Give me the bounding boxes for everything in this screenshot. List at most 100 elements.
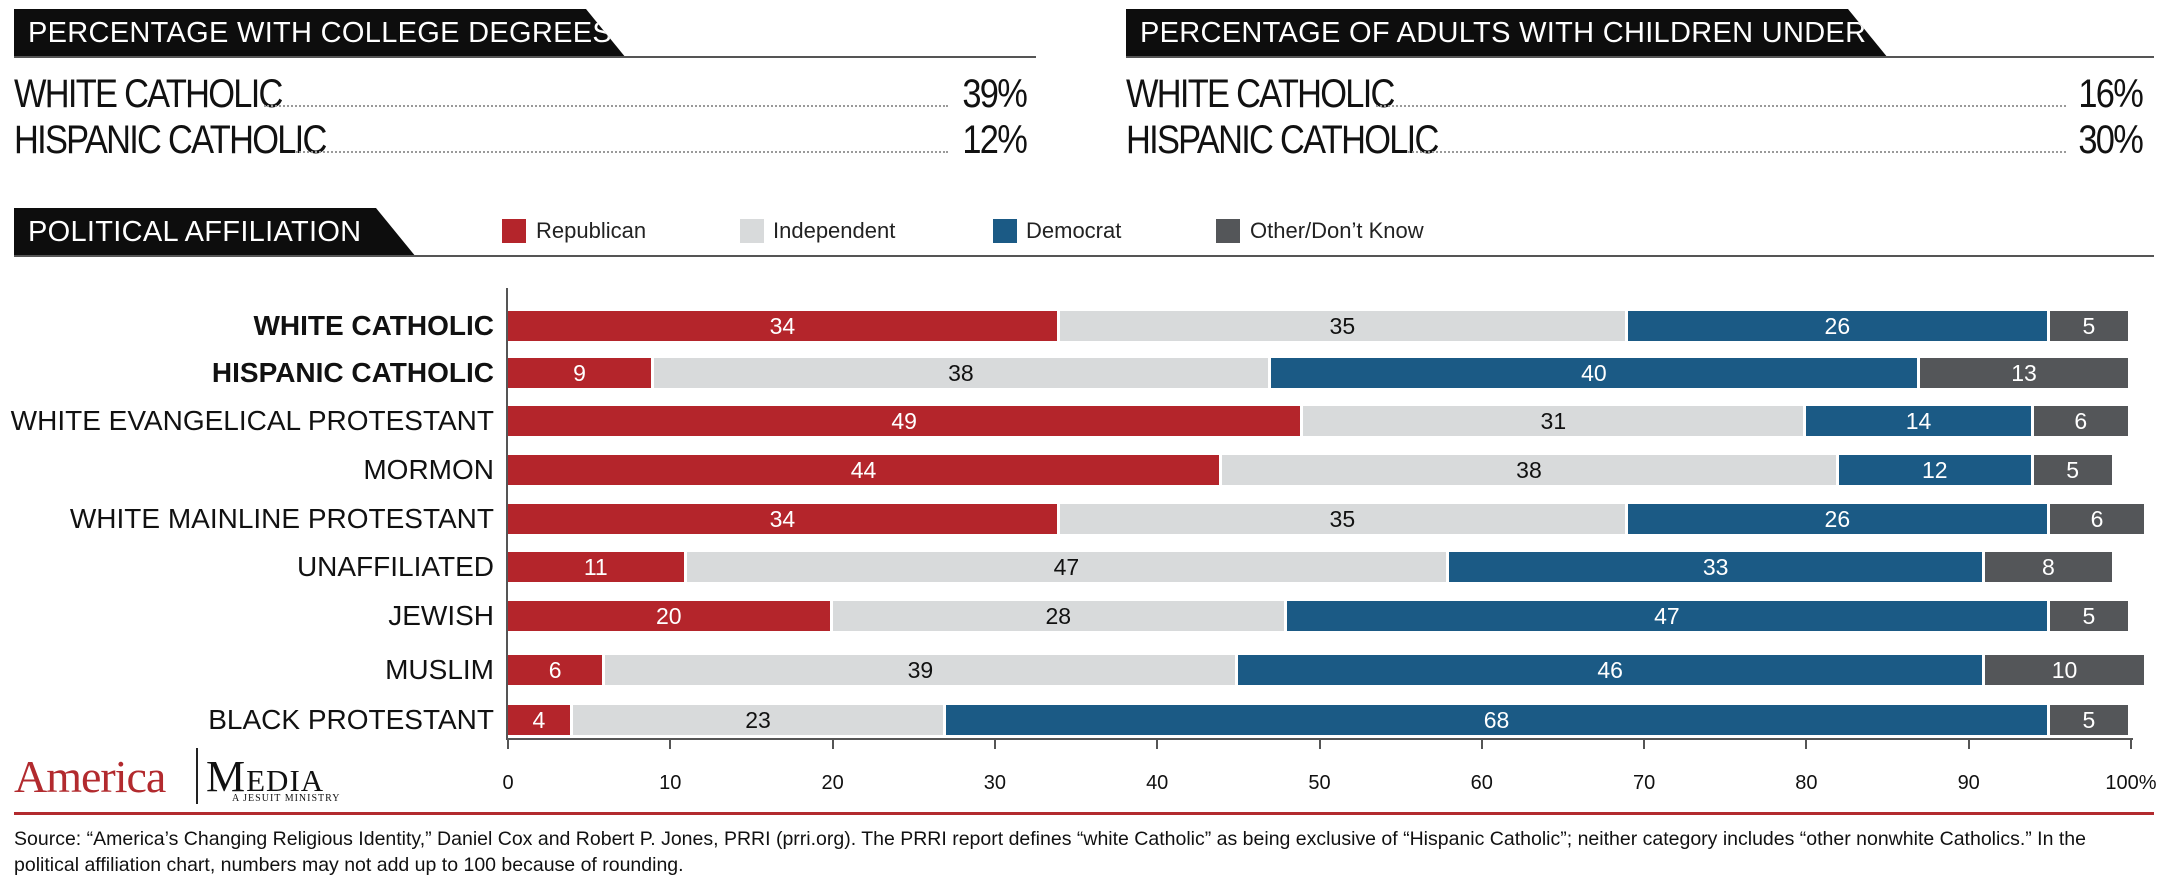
x-tick [1643,739,1646,749]
bar-label-independent: 39 [907,657,934,683]
leader-dots [1376,105,2066,107]
category-label: WHITE EVANGELICAL PROTESTANT [10,405,494,436]
bar-democrat [1806,406,2031,436]
stat-value: 16% [2078,72,2143,116]
x-tick-label: 70 [1632,772,1656,794]
bar-other [2049,311,2128,341]
category-label: MUSLIM [385,654,494,685]
bar-label-independent: 35 [1329,506,1356,532]
bar-label-other: 10 [2051,657,2078,683]
bar-label-democrat: 40 [1581,360,1607,386]
stat-value: 30% [2078,118,2143,162]
bar-label-republican: 4 [532,707,546,733]
bar-independent [832,601,1285,631]
bar-label-republican: 49 [891,408,917,434]
bar-label-democrat: 47 [1654,603,1680,629]
bar-label-independent: 28 [1045,603,1072,629]
bar-independent [1059,504,1625,534]
bar-label-independent: 23 [745,707,771,733]
legend-label-republican: Republican [536,218,647,243]
stat-label: WHITE CATHOLIC [1126,72,1395,116]
bar-other [1984,655,2145,685]
legend-label-democrat: Democrat [1026,218,1122,243]
x-tick-label: 0 [502,772,514,794]
bar-label-democrat: 26 [1824,313,1851,339]
legend-swatch-republican [502,219,526,243]
media-logo: Media [206,752,325,801]
bar-label-other: 6 [2090,506,2104,532]
legend-label-other: Other/Don’t Know [1250,218,1424,243]
america-logo: America [14,751,166,802]
bar-democrat [1449,552,1982,582]
bar-label-other: 5 [2082,707,2096,733]
bar-independent [572,705,944,735]
bar-other [2033,406,2128,436]
bar-republican [508,655,603,685]
category-label: MORMON [363,454,494,485]
x-tick [507,739,509,749]
bar-label-democrat: 46 [1597,657,1623,683]
bar-independent [1303,406,1804,436]
bar-independent [1059,311,1625,341]
bar-republican [508,601,830,631]
bar-label-other: 5 [2066,457,2080,483]
bar-independent [1222,455,1836,485]
bar-democrat [1270,358,1917,388]
political-affiliation-rule [14,255,2154,257]
bar-label-republican: 44 [850,457,877,483]
bar-democrat [1627,504,2047,534]
category-label: JEWISH [388,600,494,631]
x-tick-label: 80 [1795,772,1818,794]
bar-other [2049,504,2145,534]
bar-republican [508,311,1057,341]
bar-label-other: 5 [2082,313,2096,339]
bar-republican [508,358,652,388]
bar-other [1984,552,2112,582]
logo-tagline: A JESUIT MINISTRY [232,793,341,804]
bar-independent [686,552,1447,582]
x-tick [1967,739,1970,749]
category-label: WHITE CATHOLIC [253,310,494,341]
x-tick-label: 100% [2105,772,2157,794]
x-tick-label: 20 [821,772,844,794]
stat-value: 12% [962,118,1027,162]
bar-label-republican: 6 [548,657,562,683]
bar-label-democrat: 68 [1483,707,1510,733]
y-axis-line [506,288,508,739]
bar-label-independent: 31 [1540,408,1567,434]
college-degrees-rule [14,56,1036,58]
bar-label-democrat: 33 [1702,554,1729,580]
bar-republican [508,504,1057,534]
bar-republican [508,455,1220,485]
bar-other [2049,705,2128,735]
x-tick [669,739,672,749]
footer-rule [14,812,2154,815]
bar-democrat [946,705,2047,735]
bar-label-democrat: 26 [1824,506,1851,532]
stat-label: WHITE CATHOLIC [14,72,283,116]
bar-republican [508,406,1301,436]
children-title: PERCENTAGE OF ADULTS WITH CHILDREN UNDER… [1126,9,1888,58]
bar-other [1920,358,2128,388]
children-rule [1126,56,2154,58]
bar-democrat [1838,455,2031,485]
legend-swatch-other [1216,219,1240,243]
leader-dots [1408,151,2066,153]
bar-label-democrat: 12 [1921,457,1948,483]
bar-label-republican: 11 [583,554,608,580]
stat-label: HISPANIC CATHOLIC [1126,118,1439,162]
x-tick [1805,739,1808,749]
bar-independent [605,655,1236,685]
college-row-hispanic-catholic: HISPANIC CATHOLIC 12% [14,117,1028,163]
x-tick-label: 40 [1146,772,1169,794]
category-label: HISPANIC CATHOLIC [211,357,494,388]
source-note: Source: “America’s Changing Religious Id… [14,828,2086,876]
children-row-white-catholic: WHITE CATHOLIC 16% [1126,71,2144,117]
political-affiliation-title: POLITICAL AFFILIATION [14,208,416,257]
bar-label-republican: 20 [656,603,682,629]
bar-label-independent: 38 [1516,457,1542,483]
x-tick [993,739,996,749]
category-label: BLACK PROTESTANT [208,704,494,735]
x-tick [1480,739,1483,749]
bar-label-other: 13 [2011,360,2037,386]
